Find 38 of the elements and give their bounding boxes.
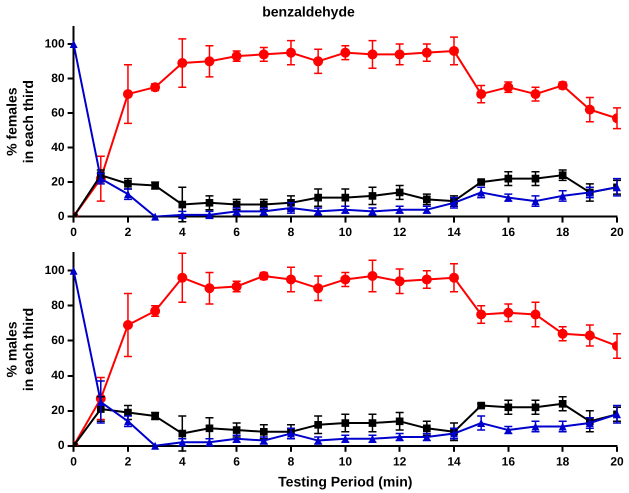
y-tick-label: 80 [51, 298, 65, 312]
x-tick-label: 6 [233, 454, 240, 468]
x-tick-label: 0 [70, 225, 78, 240]
chart-title: benzaldehyde [262, 3, 355, 20]
x-tick-label: 2 [124, 225, 132, 240]
y-axis-title: % females in each third [3, 80, 36, 164]
x-tick-label: 10 [338, 454, 352, 468]
y-tick-label: 0 [58, 208, 65, 223]
y-tick-label: 40 [51, 140, 65, 154]
y-tick-label: 40 [51, 368, 65, 382]
y-tick-label: 60 [51, 333, 65, 348]
x-tick-label: 6 [233, 225, 240, 240]
x-tick-label: 4 [178, 454, 186, 468]
x-axis-title: Testing Period (min) [278, 473, 412, 490]
x-tick-label: 12 [392, 454, 407, 468]
x-tick-label: 8 [288, 454, 295, 468]
x-tick-label: 8 [288, 225, 295, 240]
x-tick-label: 12 [392, 225, 407, 240]
y-axis-title: % males in each third [3, 308, 36, 392]
y-tick-label: 100 [44, 36, 65, 50]
x-tick-label: 18 [556, 225, 570, 240]
x-tick-label: 14 [447, 225, 461, 240]
x-tick-label: 20 [610, 454, 624, 468]
y-tick-label: 60 [51, 105, 65, 120]
x-tick-label: 4 [178, 225, 186, 240]
x-tick-label: 16 [502, 454, 516, 468]
y-tick-label: 100 [44, 263, 65, 278]
y-tick-label: 20 [51, 174, 65, 188]
x-tick-label: 20 [610, 225, 624, 240]
y-tick-label: 20 [51, 403, 65, 418]
y-tick-label: 80 [51, 70, 65, 85]
x-tick-label: 10 [338, 225, 352, 240]
y-tick-label: 0 [58, 438, 65, 452]
x-tick-label: 16 [502, 225, 516, 240]
x-tick-label: 0 [70, 454, 78, 468]
x-tick-label: 18 [556, 454, 570, 468]
x-tick-label: 2 [124, 454, 132, 468]
x-tick-label: 14 [447, 454, 461, 468]
